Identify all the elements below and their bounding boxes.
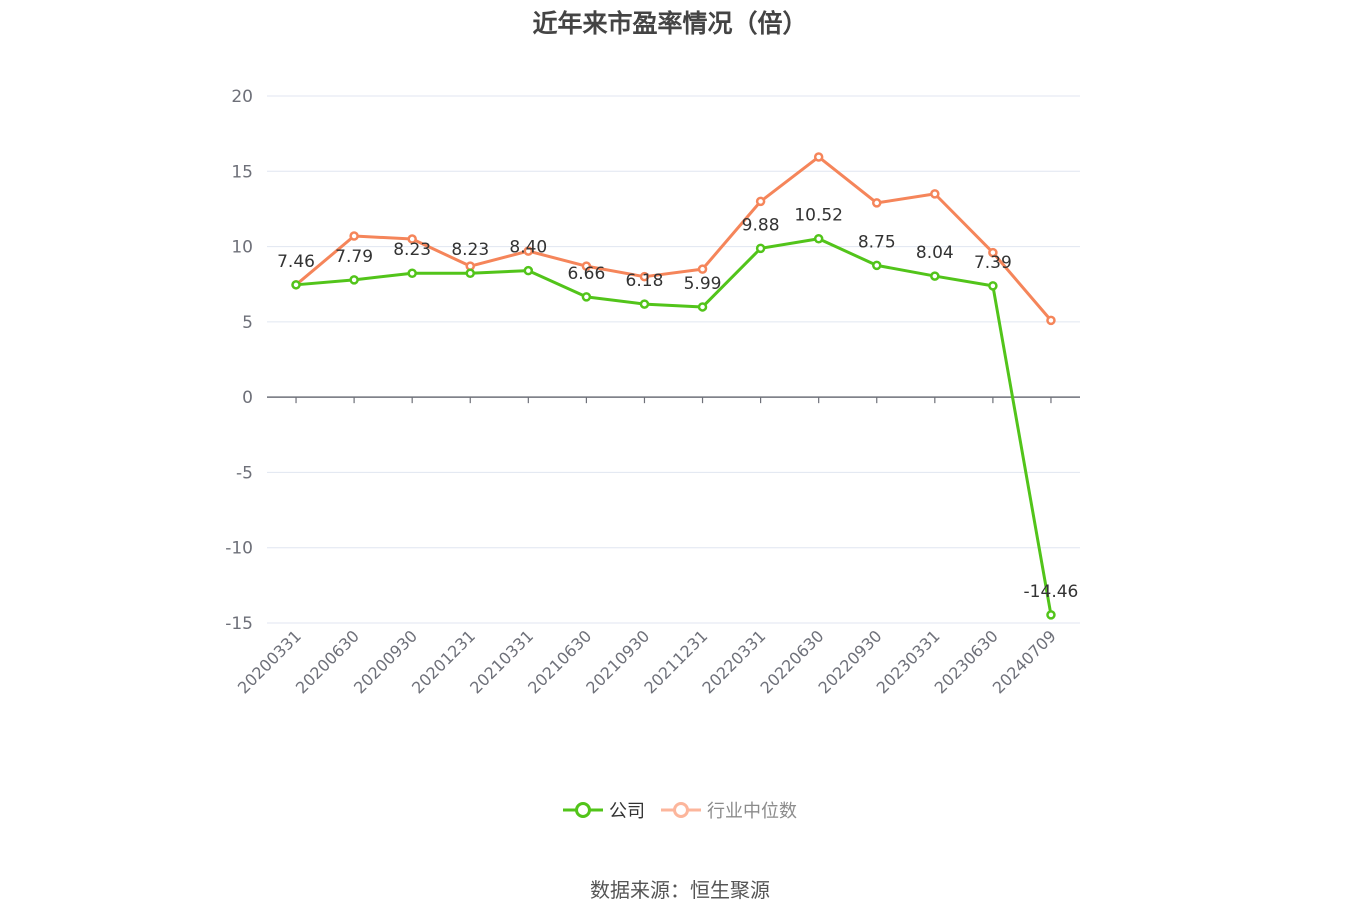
data-label: 8.40 (509, 238, 547, 258)
data-point[interactable] (581, 261, 592, 271)
data-point[interactable] (930, 271, 940, 281)
y-tick-label: 10 (231, 238, 253, 258)
data-point[interactable] (813, 233, 824, 244)
data-label: 7.39 (974, 253, 1012, 273)
legend: 公司 行业中位数 (0, 797, 1360, 823)
legend-company-line-icon (563, 802, 603, 818)
y-tick-label: 5 (242, 313, 253, 333)
y-tick-label: -5 (236, 463, 253, 483)
legend-company-label: 公司 (609, 801, 645, 822)
legend-item-industry[interactable]: 行业中位数 (661, 797, 797, 823)
chart-title: 近年来市盈率情况（倍） (532, 9, 808, 38)
data-point[interactable] (465, 268, 475, 278)
data-label: 7.79 (335, 247, 373, 267)
data-label: 5.99 (684, 274, 722, 294)
data-point[interactable] (349, 275, 359, 285)
data-label: 10.52 (794, 206, 843, 226)
data-label: 6.18 (626, 271, 664, 291)
data-label: 8.75 (858, 232, 896, 252)
data-point[interactable] (639, 299, 650, 309)
y-tick-label: 0 (242, 388, 253, 408)
data-point[interactable] (755, 243, 766, 254)
y-tick-label: 20 (231, 87, 253, 107)
data-point[interactable] (1046, 610, 1056, 620)
data-point[interactable] (581, 292, 592, 302)
data-label: 6.66 (567, 264, 605, 284)
data-point[interactable] (523, 265, 534, 276)
y-tick-label: -15 (225, 614, 253, 634)
x-tick-label: 20240709 (989, 626, 1060, 697)
data-point[interactable] (523, 246, 534, 256)
grid-lines (267, 95, 1080, 624)
data-point[interactable] (872, 260, 882, 271)
data-point[interactable] (872, 198, 882, 208)
data-label: 9.88 (742, 215, 780, 235)
data-point[interactable] (813, 152, 824, 162)
data-point[interactable] (407, 234, 417, 244)
data-labels: 7.46 7.79 8.23 8.23 8.40 6.66 6.18 5.99 9.88 10.5… (277, 206, 1078, 602)
legend-item-company[interactable]: 公司 (563, 797, 645, 823)
data-point[interactable] (1046, 315, 1056, 326)
legend-industry-label: 行业中位数 (707, 801, 797, 822)
data-label: -14.46 (1024, 582, 1079, 602)
data-label: 8.04 (916, 243, 954, 263)
data-point[interactable] (697, 264, 708, 274)
data-label: 7.46 (277, 252, 315, 272)
data-point[interactable] (407, 268, 417, 278)
data-point[interactable] (988, 281, 998, 291)
y-axis: 20 15 10 5 0 -5 -10 -15 (225, 87, 253, 634)
data-label: 8.23 (451, 240, 489, 260)
data-point[interactable] (697, 302, 708, 312)
y-tick-label: -10 (225, 539, 253, 559)
data-label: 8.23 (393, 240, 431, 260)
data-point[interactable] (755, 196, 766, 207)
data-point[interactable] (930, 189, 940, 199)
series-industry-median[interactable] (291, 152, 1056, 326)
series-company[interactable] (291, 233, 1056, 620)
series-line (295, 237, 1053, 616)
data-point[interactable] (639, 271, 650, 282)
data-source: 数据来源：恒生聚源 (590, 878, 770, 902)
data-point[interactable] (291, 280, 301, 290)
data-point[interactable] (988, 247, 998, 258)
series-line (295, 155, 1053, 322)
data-point[interactable] (349, 231, 359, 241)
y-tick-label: 15 (231, 162, 253, 182)
legend-industry-line-icon (661, 802, 701, 818)
